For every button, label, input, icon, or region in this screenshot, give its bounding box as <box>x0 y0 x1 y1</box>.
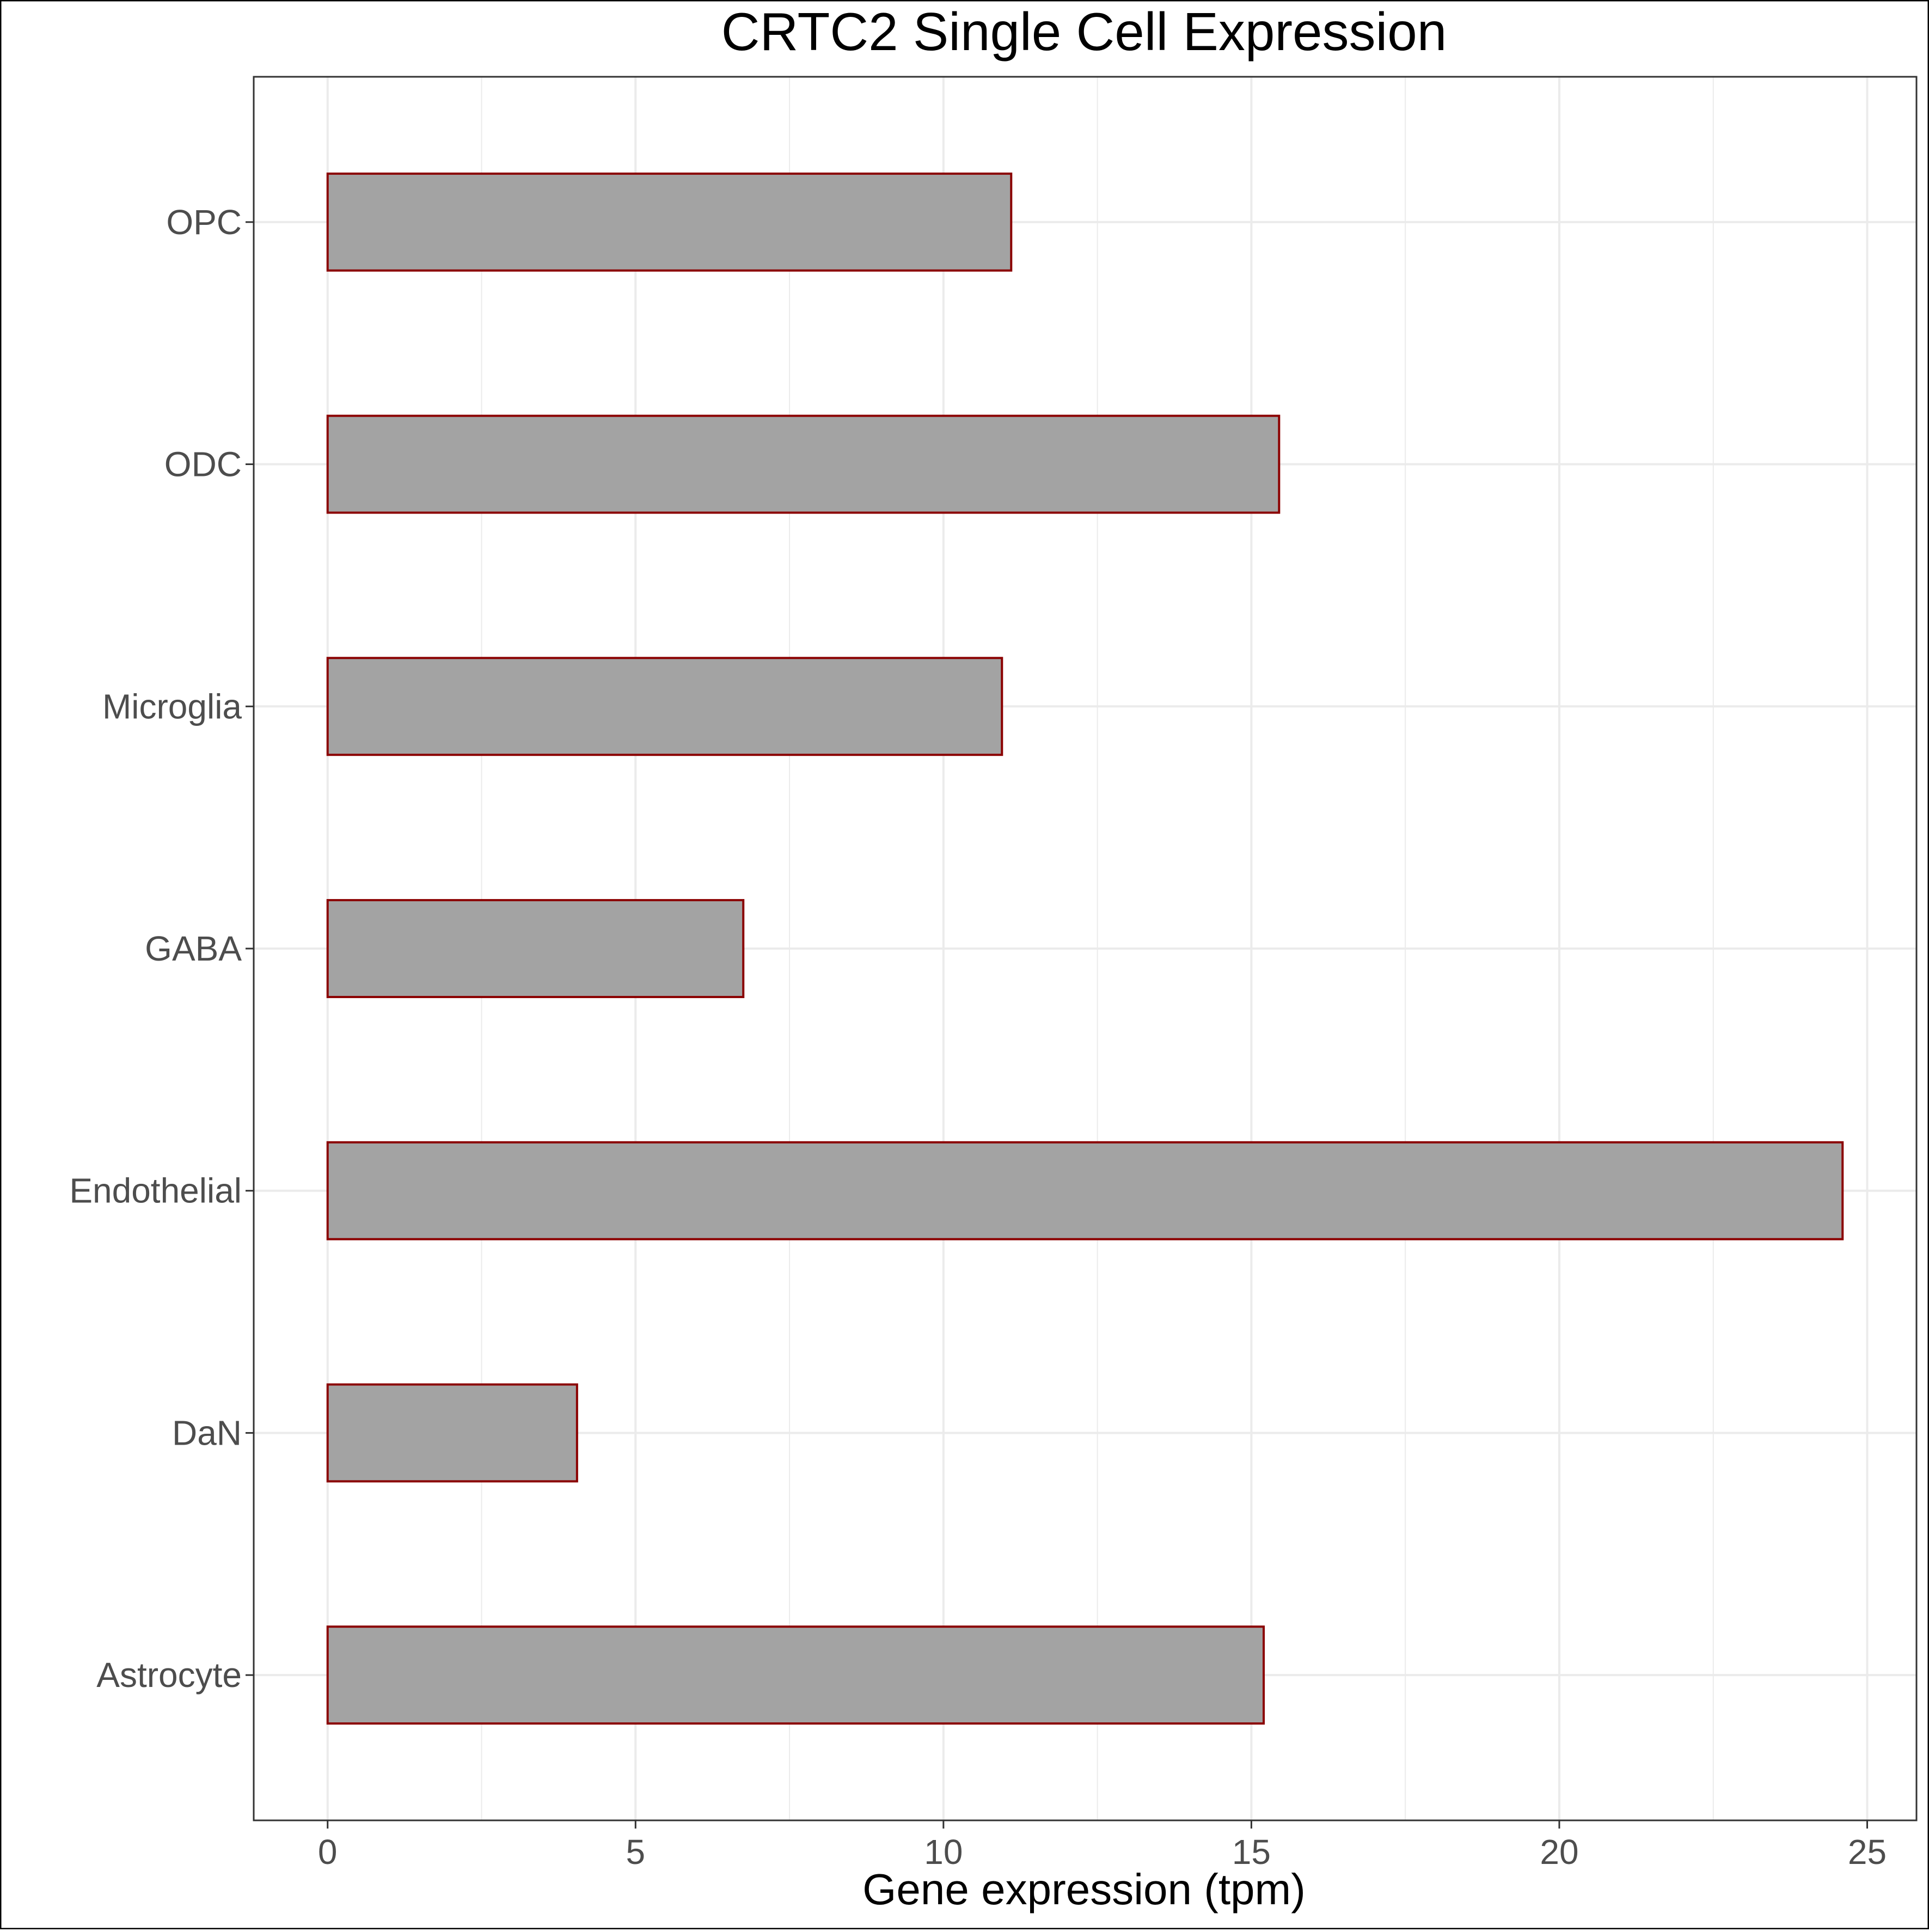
x-tick-label: 25 <box>1848 1832 1887 1872</box>
bar-microglia <box>326 657 1003 756</box>
bar-dan <box>326 1383 578 1483</box>
y-tick-label: OPC <box>166 203 242 242</box>
x-tick-label: 15 <box>1232 1832 1271 1872</box>
x-tick-label: 0 <box>318 1832 338 1872</box>
chart-title: CRTC2 Single Cell Expression <box>721 2 1447 62</box>
x-tick-label: 10 <box>924 1832 963 1872</box>
axis-layer: Astrocyte DaN Endothelial GABA Microglia ODC O… <box>69 203 1887 1872</box>
bar-astrocyte <box>326 1625 1265 1725</box>
y-tick-label: Endothelial <box>69 1171 242 1210</box>
y-tick-label: GABA <box>145 929 242 968</box>
bar-opc <box>326 172 1013 272</box>
x-tick-label: 20 <box>1540 1832 1578 1872</box>
x-tick-label: 5 <box>626 1832 645 1872</box>
y-tick-label: ODC <box>164 445 242 484</box>
y-tick-label: DaN <box>172 1413 242 1452</box>
y-tick-label: Astrocyte <box>96 1655 242 1695</box>
panel-border <box>253 76 1918 1821</box>
bar-layer <box>326 172 1844 1725</box>
bar-endothelial <box>326 1141 1844 1240</box>
bar-gaba <box>326 899 745 998</box>
x-axis-label: Gene expression (tpm) <box>862 1865 1306 1913</box>
bar-odc <box>326 414 1281 514</box>
y-tick-label: Microglia <box>102 687 242 726</box>
